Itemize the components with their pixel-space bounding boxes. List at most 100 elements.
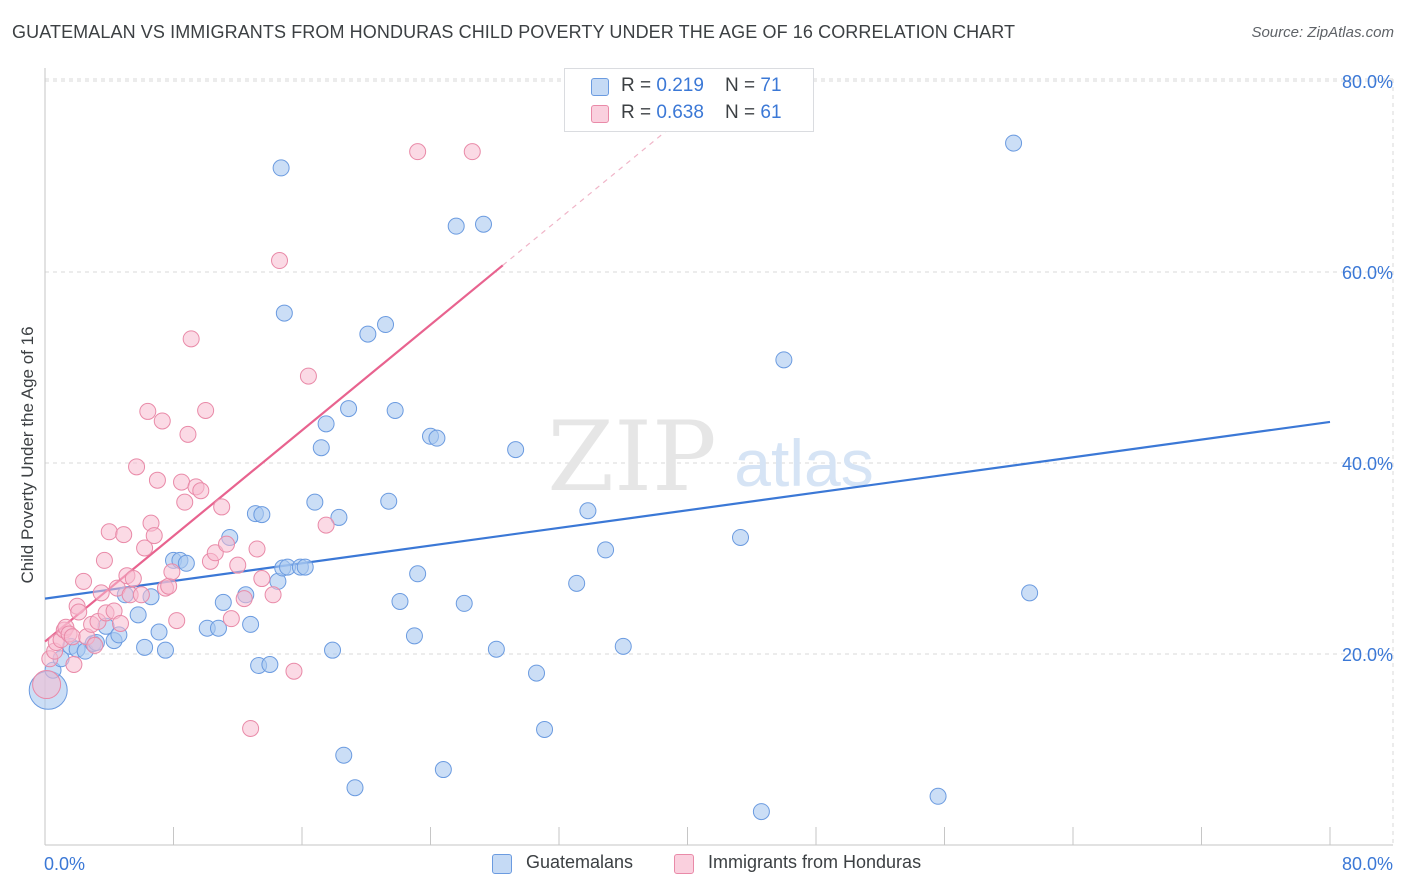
chart-title: GUATEMALAN VS IMMIGRANTS FROM HONDURAS C… — [12, 22, 1016, 42]
data-point — [235, 590, 253, 608]
data-point — [299, 367, 317, 385]
legend-swatch-blue — [492, 854, 512, 874]
data-point — [209, 619, 227, 637]
data-point — [176, 493, 194, 511]
data-point — [614, 637, 632, 655]
data-point — [285, 662, 303, 680]
data-point — [75, 572, 93, 590]
data-point — [160, 577, 178, 595]
data-point — [409, 565, 427, 583]
data-point — [92, 584, 110, 602]
axes — [44, 68, 1393, 846]
watermark-atlas: atlas — [734, 426, 873, 500]
data-point — [579, 502, 597, 520]
source-label: Source: ZipAtlas.com — [1251, 24, 1394, 41]
legend-label: Immigrants from Honduras — [708, 852, 922, 872]
data-point — [136, 539, 154, 557]
data-point — [528, 664, 546, 682]
data-point — [63, 628, 81, 646]
legend-swatch-blue — [591, 78, 609, 96]
data-point — [340, 400, 358, 418]
series-honduras — [32, 143, 481, 737]
data-point — [359, 325, 377, 343]
x-tick-label: 80.0% — [1342, 854, 1393, 874]
data-point — [732, 528, 750, 546]
data-point — [32, 670, 62, 700]
watermark-zip: ZIP — [547, 401, 716, 513]
data-point — [377, 316, 395, 334]
data-point — [124, 570, 142, 588]
data-point — [324, 641, 342, 659]
data-point — [222, 610, 240, 628]
data-point — [153, 412, 171, 430]
tick-labels: 20.0% 40.0% 60.0% 80.0% 0.0% 80.0% — [44, 72, 1393, 874]
data-point — [115, 526, 133, 544]
data-point — [312, 439, 330, 457]
data-point — [447, 217, 465, 235]
data-point — [428, 429, 446, 447]
data-point — [752, 803, 770, 821]
data-point — [275, 304, 293, 322]
legend-label: Guatemalans — [526, 852, 634, 872]
data-point — [65, 656, 83, 674]
data-point — [129, 606, 147, 624]
data-point — [929, 787, 947, 805]
data-point — [296, 558, 314, 576]
data-point — [487, 640, 505, 658]
data-point — [264, 586, 282, 604]
data-point — [177, 554, 195, 572]
data-point — [335, 746, 353, 764]
data-point — [405, 627, 423, 645]
data-point — [306, 493, 324, 511]
data-point — [173, 473, 191, 491]
data-point — [391, 592, 409, 610]
data-point — [242, 615, 260, 633]
data-point — [536, 720, 554, 738]
data-point — [229, 556, 247, 574]
data-point — [242, 719, 260, 737]
x-tick-label: 0.0% — [44, 854, 85, 874]
data-point — [168, 612, 186, 630]
legend-n-label: N = — [725, 102, 761, 123]
data-point — [139, 402, 157, 420]
data-point — [507, 441, 525, 459]
legend-r-label: R = — [621, 102, 657, 123]
y-tick-label: 40.0% — [1342, 454, 1393, 474]
data-point — [597, 541, 615, 559]
data-point — [463, 143, 481, 161]
data-point — [271, 252, 289, 270]
data-point — [163, 563, 181, 581]
legend-n-value: 71 — [760, 75, 782, 96]
data-point — [317, 415, 335, 433]
data-point — [775, 351, 793, 369]
trend-line-honduras-extension — [502, 113, 688, 266]
data-point — [434, 761, 452, 779]
data-point — [150, 623, 168, 641]
data-point — [128, 458, 146, 476]
data-point — [214, 593, 232, 611]
data-point — [156, 641, 174, 659]
y-tick-label: 80.0% — [1342, 72, 1393, 92]
legend-n-value: 61 — [760, 102, 782, 123]
legend-r-value: 0.219 — [656, 75, 704, 96]
data-point — [272, 159, 290, 177]
y-tick-label: 20.0% — [1342, 645, 1393, 665]
data-point — [136, 638, 154, 656]
legend-r-label: R = — [621, 75, 657, 96]
data-point — [132, 586, 150, 604]
data-point — [1005, 134, 1023, 152]
stats-legend: R = 0.219 N = 71 R = 0.638 N = 61 — [564, 68, 814, 132]
data-point — [568, 574, 586, 592]
legend-swatch-pink — [591, 105, 609, 123]
data-point — [182, 330, 200, 348]
legend-r-value: 0.638 — [656, 102, 704, 123]
watermark: ZIP atlas — [547, 401, 873, 513]
data-point — [213, 498, 231, 516]
data-point — [475, 215, 493, 233]
data-point — [346, 779, 364, 797]
data-point — [261, 656, 279, 674]
data-point — [70, 603, 88, 621]
y-tick-label: 60.0% — [1342, 263, 1393, 283]
data-point — [386, 401, 404, 419]
